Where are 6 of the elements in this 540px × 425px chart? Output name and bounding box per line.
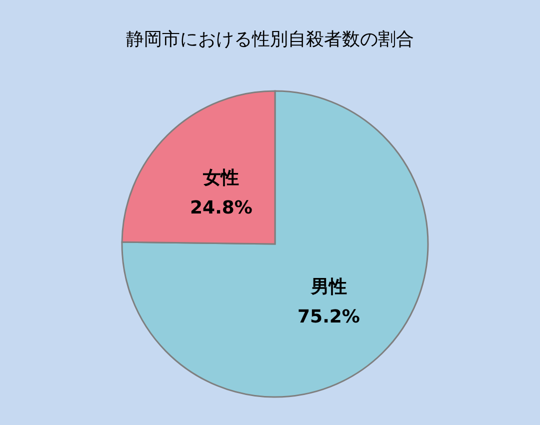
pie-slice bbox=[121, 90, 429, 398]
slice-label: 女性 bbox=[202, 168, 240, 189]
chart-title: 静岡市における性別自殺者数の割合 bbox=[126, 29, 414, 50]
data-label: 75.2% bbox=[298, 306, 360, 328]
data-label: 24.8% bbox=[190, 198, 252, 219]
slice-label: 男性 bbox=[310, 276, 347, 298]
